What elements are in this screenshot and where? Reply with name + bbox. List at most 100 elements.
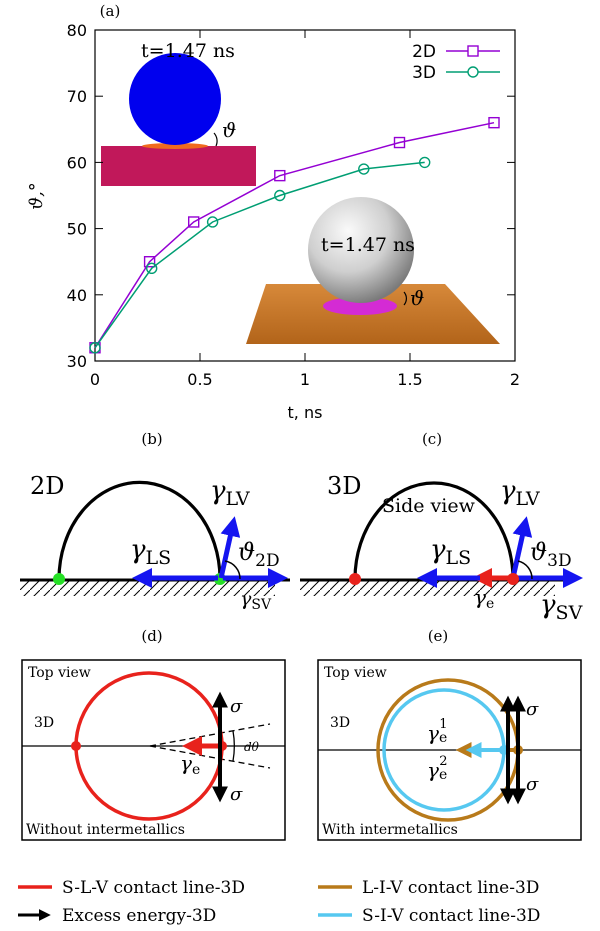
inset-3d-angle-arc <box>403 291 407 306</box>
panel-label-d: (d) <box>141 627 162 645</box>
data-point-2D <box>187 216 200 228</box>
panel-label-b: (b) <box>141 430 162 448</box>
panel-e-gamma-e2-label: γe2 <box>427 754 448 783</box>
inset-2d-droplet <box>129 53 221 145</box>
panel-c-dim-label: 3D <box>327 472 362 500</box>
panel-d-frame <box>21 659 286 841</box>
x-tick-label: 0.5 <box>187 370 212 389</box>
theta-label-c: ϑ3D <box>530 538 572 571</box>
panel-b-left-contact-point <box>53 573 65 585</box>
data-point-2D <box>274 169 286 182</box>
panel-b-droplet-profile <box>57 480 222 580</box>
y-tick-label: 80 <box>67 21 87 40</box>
x-tick-label: 1 <box>300 370 310 389</box>
x-tick-label: 0 <box>90 370 100 389</box>
panel-e-sigma-bottom: σ <box>526 774 539 795</box>
panel-d-sigma-top: σ <box>230 696 243 717</box>
y-axis: 30 40 50 60 70 80 <box>67 21 515 371</box>
inset-2d-angle-label: ϑ <box>222 118 236 142</box>
theta-label-b: ϑ2D <box>238 538 280 571</box>
panel-e-caption: With intermetallics <box>322 822 458 838</box>
gamma-lv-arrow-b <box>218 516 241 579</box>
panel-label-e: (e) <box>428 627 449 645</box>
data-point-3D <box>419 156 431 169</box>
panel-b: (b) 2D γLV γLS γSV ϑ2D <box>20 430 290 613</box>
data-point-3D <box>358 163 370 175</box>
panel-d-dim-label: 3D <box>34 715 54 731</box>
panel-label-a: (a) <box>100 2 121 20</box>
panel-label-c: (c) <box>422 430 442 448</box>
panel-d-view-label: Top view <box>28 665 91 681</box>
figure-legend: S-L-V contact line-3D L-I-V contact line… <box>18 878 540 926</box>
inset-2d-angle-arc <box>213 132 218 147</box>
x-axis-label: t, ns <box>288 403 323 422</box>
panel-b-angle-arc <box>224 560 241 580</box>
panel-d-ray-lower <box>149 745 271 769</box>
inset-2d-time-label: t=1.47 ns <box>141 40 235 62</box>
panel-e-gamma-e1-label: γe1 <box>427 717 448 746</box>
legend-excess-label: Excess energy-3D <box>62 906 216 926</box>
inset-3d-time-label: t=1.47 ns <box>321 234 415 256</box>
panel-e-sigma-top: σ <box>526 699 539 720</box>
panel-d-ray-upper <box>149 723 271 747</box>
gamma-lv-arrow-c <box>510 516 533 579</box>
legend-liv-label: L-I-V contact line-3D <box>362 878 539 898</box>
data-point-3D <box>89 342 101 354</box>
data-point-3D <box>274 189 286 202</box>
series-line-2D <box>94 121 495 349</box>
y-tick-label: 60 <box>67 153 87 172</box>
inset-2d-simulation: t=1.47 ns ϑ <box>101 34 256 186</box>
gamma-sv-label-c: γSV <box>540 590 583 624</box>
y-axis-label: ϑ,° <box>26 182 47 210</box>
panel-d-dtheta-label: dθ <box>244 740 260 754</box>
panel-c: (c) 3D Side view γLV γLS γe γSV ϑ3D <box>300 430 583 624</box>
panel-e-view-label: Top view <box>324 665 387 681</box>
inset-3d-interlayer <box>323 297 397 315</box>
inset-2d-substrate <box>101 146 256 186</box>
gamma-lv-label-b: γLV <box>210 476 250 510</box>
data-point-2D <box>143 256 156 268</box>
series-line-3D <box>94 161 425 349</box>
legend-marker-3D <box>467 66 479 78</box>
legend-siv-label: S-I-V contact line-3D <box>362 906 540 926</box>
inset-3d-simulation: t=1.47 ns ϑ <box>246 197 500 344</box>
gamma-ls-label-c: γLS <box>430 535 471 569</box>
data-point-2D <box>393 136 406 149</box>
x-tick-label: 1.5 <box>397 370 422 389</box>
gamma-sv-label-b: γSV <box>240 588 272 613</box>
panel-c-left-contact-point <box>349 573 361 585</box>
inset-2d-interlayer <box>142 143 208 149</box>
panel-d-caption: Without intermetallics <box>26 822 185 838</box>
panel-b-dim-label: 2D <box>30 472 65 500</box>
panel-d-dtheta-arc <box>232 730 235 762</box>
panel-e: (e) Top view 3D σ σ γe1 γe2 With interme… <box>317 627 582 841</box>
data-point-3D <box>206 216 219 228</box>
panel-c-right-contact-point <box>507 573 519 585</box>
panel-b-hatch <box>20 581 275 596</box>
panel-e-dim-label: 3D <box>330 715 350 731</box>
gamma-ls-label-b: γLS <box>130 535 171 569</box>
legend-label-2D: 2D <box>412 42 436 62</box>
data-point-2D <box>488 116 500 129</box>
x-axis: 0 0.5 1 1.5 2 <box>90 30 520 389</box>
panel-d-left-point <box>71 741 81 751</box>
panel-c-droplet-profile <box>353 481 515 580</box>
series-layer <box>89 116 500 354</box>
inset-3d-angle-label: ϑ <box>410 286 424 310</box>
gamma-e-label-c: γe <box>474 585 494 612</box>
chart: t=1.47 ns ϑ t=1.47 ns ϑ 30 40 50 60 70 80 0 0.… <box>26 21 520 422</box>
inset-3d-droplet <box>308 197 414 303</box>
legend-slv-label: S-L-V contact line-3D <box>62 878 245 898</box>
x-tick-label: 2 <box>510 370 520 389</box>
y-tick-label: 30 <box>67 352 87 371</box>
y-tick-label: 50 <box>67 220 87 239</box>
legend-marker-2D <box>467 45 479 57</box>
data-point-3D <box>145 262 158 275</box>
y-tick-label: 40 <box>67 286 87 305</box>
panel-d-sigma-bottom: σ <box>230 784 243 805</box>
gamma-lv-label-c: γLV <box>500 476 540 510</box>
panel-d-gamma-e-label: γe <box>180 751 200 778</box>
y-tick-label: 70 <box>67 87 87 106</box>
